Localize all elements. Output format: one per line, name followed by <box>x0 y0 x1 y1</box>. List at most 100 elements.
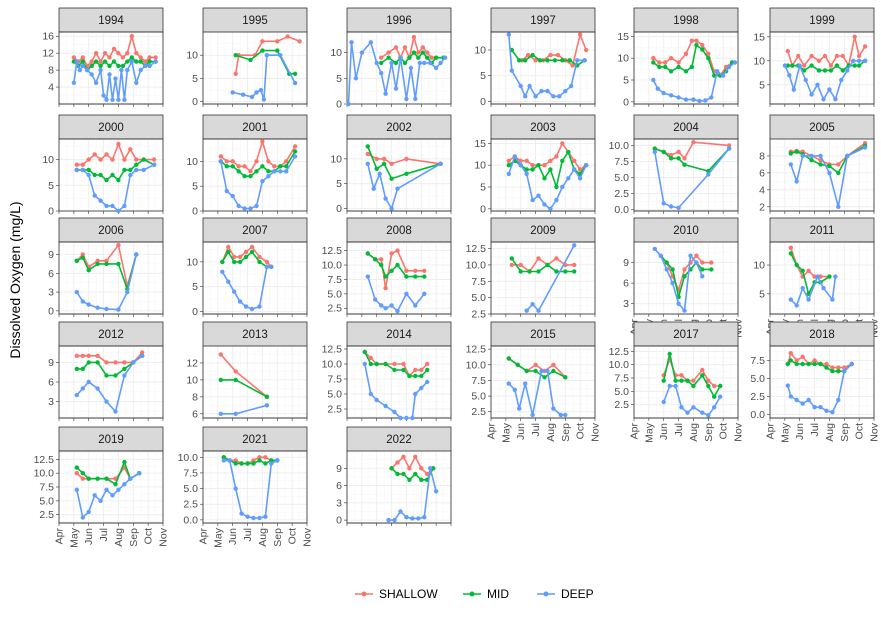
data-point <box>518 158 523 163</box>
y-tick-label: 5 <box>759 79 765 91</box>
series-line <box>790 274 837 307</box>
data-point <box>552 58 558 63</box>
data-point <box>264 394 270 399</box>
data-point <box>230 164 235 169</box>
data-point <box>292 154 298 159</box>
data-point <box>422 60 427 66</box>
facet-panel-2017: 2017 2.55.07.5 10.012.5 Apr May Jun Jul Aug Sep O… <box>609 321 745 443</box>
data-point <box>790 63 795 68</box>
data-point <box>673 378 678 383</box>
x-tick-label: May <box>643 422 655 443</box>
data-point <box>102 51 108 56</box>
data-point <box>691 405 696 410</box>
data-point <box>236 169 241 174</box>
data-point <box>383 361 388 367</box>
data-point <box>138 59 143 64</box>
data-point <box>560 158 565 163</box>
data-point <box>433 65 439 71</box>
facet-title: 2001 <box>242 122 268 134</box>
facet-panel-2022: 2022 0 3 6 9 <box>336 426 452 527</box>
y-tick-label: 5 <box>192 281 198 293</box>
data-point <box>395 186 400 191</box>
facet-strip <box>58 426 164 452</box>
data-point <box>242 164 247 169</box>
data-point <box>782 63 788 68</box>
data-point <box>788 151 793 156</box>
data-point <box>664 260 669 265</box>
data-point <box>292 80 298 86</box>
data-point <box>95 258 100 263</box>
data-point <box>845 68 850 73</box>
y-tick-label: 0.0 <box>750 409 765 421</box>
data-point <box>706 56 711 61</box>
data-point <box>410 415 415 421</box>
data-point <box>691 140 696 145</box>
data-point <box>530 52 535 58</box>
data-point <box>111 46 117 52</box>
data-point <box>726 146 732 151</box>
y-tick-label: 9 <box>336 463 342 475</box>
data-point <box>74 366 80 372</box>
data-point <box>368 355 373 361</box>
facet-strip <box>58 7 164 33</box>
data-point <box>224 188 229 194</box>
facet-title: 2015 <box>530 329 556 341</box>
data-point <box>517 406 522 411</box>
data-point <box>422 515 427 520</box>
data-point <box>122 97 127 103</box>
data-point <box>551 406 556 411</box>
data-point <box>407 373 412 379</box>
data-point <box>226 249 231 255</box>
data-point <box>74 487 80 492</box>
data-point <box>542 176 547 181</box>
data-point <box>700 260 705 265</box>
y-tick-label: 12.5 <box>34 454 55 466</box>
data-point <box>537 58 543 63</box>
data-point <box>818 361 823 367</box>
data-point <box>554 269 559 274</box>
data-point <box>720 73 726 78</box>
series-shallow <box>520 31 589 68</box>
data-point <box>506 158 511 163</box>
data-point <box>691 383 696 389</box>
data-point <box>530 163 535 168</box>
series-line <box>508 370 566 416</box>
data-point <box>718 394 723 399</box>
data-point <box>732 60 738 65</box>
y-tick-label: 2.5 <box>614 188 629 200</box>
series-deep <box>218 154 298 211</box>
panel-border <box>633 241 739 315</box>
data-point <box>230 159 235 164</box>
y-tick-label: 2.5 <box>327 303 342 315</box>
data-point <box>292 144 298 149</box>
data-point <box>567 58 572 63</box>
data-point <box>89 72 94 77</box>
data-point <box>386 517 391 523</box>
x-tick-label: Nov <box>869 422 881 441</box>
data-point <box>700 274 705 279</box>
data-point <box>518 269 523 274</box>
data-point <box>365 161 370 166</box>
data-point <box>419 373 424 379</box>
y-tick-label: 10.0 <box>322 260 343 272</box>
data-point <box>563 375 568 380</box>
facet-panel-1996: 1996 0 5 10 <box>330 7 452 111</box>
data-point <box>218 159 223 164</box>
data-point <box>812 405 817 410</box>
data-point <box>856 53 862 59</box>
data-point <box>557 94 562 99</box>
data-point <box>230 90 235 95</box>
data-point <box>98 63 103 69</box>
data-point <box>141 167 146 173</box>
data-point <box>95 386 100 391</box>
data-point <box>506 163 511 168</box>
data-point <box>239 461 244 466</box>
data-point <box>243 254 249 260</box>
data-point <box>548 52 553 58</box>
data-point <box>718 383 723 389</box>
data-point <box>700 373 705 378</box>
data-point <box>651 56 656 61</box>
data-point <box>104 261 109 267</box>
data-point <box>381 156 387 162</box>
data-point <box>809 63 814 68</box>
